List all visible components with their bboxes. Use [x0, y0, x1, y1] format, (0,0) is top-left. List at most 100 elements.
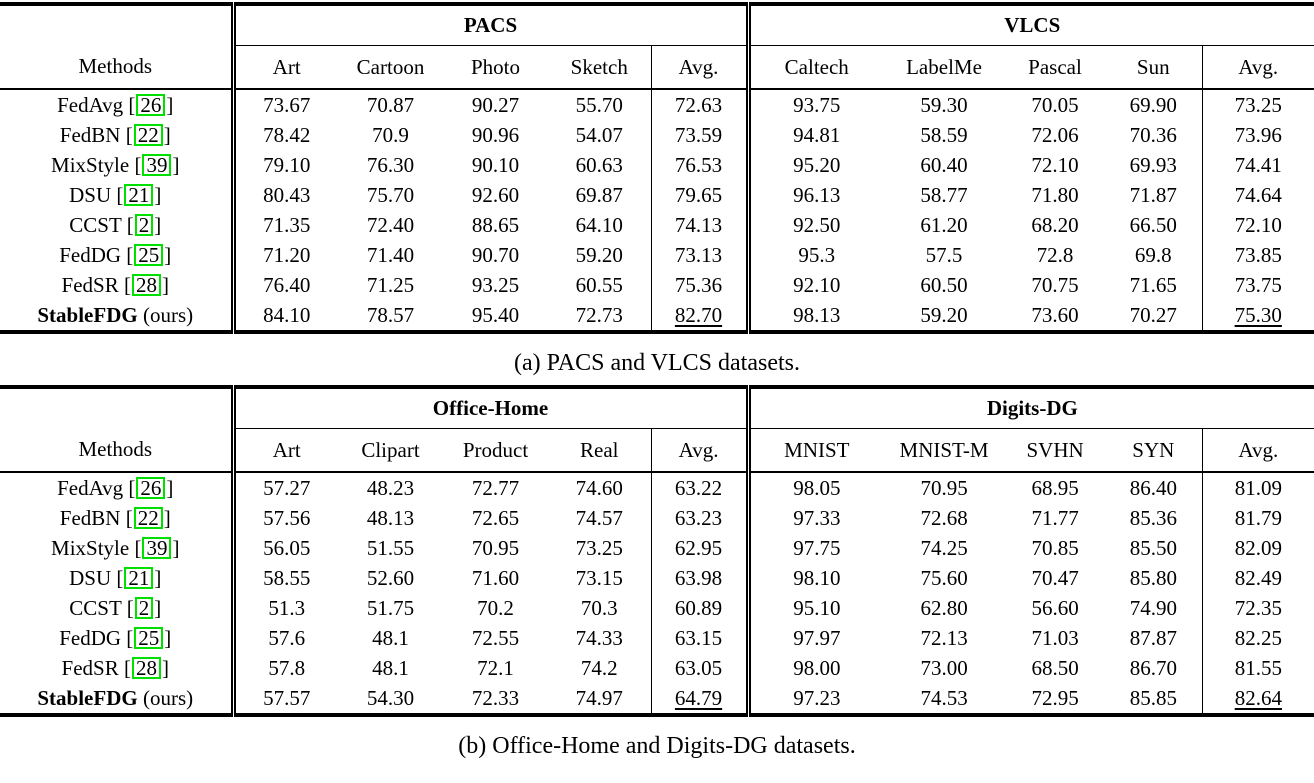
value-cell: 54.07	[575, 122, 623, 147]
citation-link[interactable]: 2	[134, 213, 154, 236]
avg-value-cell: 76.53	[650, 150, 748, 180]
value-cell: 76.40	[230, 270, 338, 300]
column-header: Real	[548, 428, 651, 473]
value-cell: 85.36	[1129, 505, 1177, 530]
value-cell: 62.80	[920, 595, 968, 620]
value-cell: 93.75	[745, 89, 883, 120]
value-cell: 54.30	[366, 685, 415, 710]
avg-value-cell: 62.95	[650, 533, 749, 563]
avg-value-cell: 74.41	[1201, 150, 1314, 180]
method-name: FedBN	[59, 122, 121, 147]
avg-value-cell: 82.64	[1201, 683, 1314, 715]
value-cell: 71.77	[1031, 505, 1079, 530]
avg-value-cell: 72.63	[650, 89, 748, 120]
table-row: FedDG [25] 71.20 71.40 90.70 59.20 73.13 95.3 5…	[0, 240, 1314, 270]
value-cell: 58.59	[920, 122, 968, 147]
method-cell: MixStyle [39]	[51, 152, 180, 177]
avg-value-cell: 63.98	[650, 563, 749, 593]
avg-value-cell: 82.49	[1201, 563, 1314, 593]
citation-link[interactable]: 26	[136, 93, 166, 116]
value-cell: 85.50	[1129, 535, 1177, 560]
dataset-group-title: Office-Home	[230, 387, 749, 429]
value-cell: 71.87	[1129, 182, 1177, 207]
avg-value-cell: 72.35	[1201, 593, 1314, 623]
value-cell: 74.2	[580, 655, 618, 680]
citation-link[interactable]: 21	[124, 566, 154, 589]
method-name: FedBN	[59, 505, 121, 530]
value-cell: 92.60	[471, 182, 520, 207]
value-cell: 71.65	[1129, 272, 1177, 297]
value-cell: 74.33	[575, 625, 623, 650]
value-cell: 92.10	[745, 270, 883, 300]
table-b-caption: (b) Office-Home and Digits-DG datasets.	[458, 733, 856, 759]
citation-link[interactable]: 26	[136, 476, 166, 499]
column-header: Sun	[1105, 45, 1202, 90]
value-cell: 85.80	[1129, 565, 1177, 590]
value-cell: 73.25	[575, 535, 623, 560]
value-cell: 56.05	[230, 533, 338, 563]
method-name: FedSR	[61, 655, 119, 680]
method-name: FedSR	[61, 272, 119, 297]
value-cell: 58.55	[230, 563, 338, 593]
value-cell: 78.57	[366, 302, 415, 327]
citation-link[interactable]: 21	[124, 183, 154, 206]
method-name: FedDG	[59, 625, 122, 650]
value-cell: 69.8	[1134, 242, 1172, 267]
citation-link[interactable]: 25	[134, 243, 164, 266]
citation-link[interactable]: 22	[133, 506, 163, 529]
value-cell: 95.40	[471, 302, 520, 327]
value-cell: 72.77	[471, 475, 520, 500]
value-cell: 92.50	[745, 210, 883, 240]
value-cell: 80.43	[230, 180, 338, 210]
method-cell: FedAvg [26]	[57, 92, 174, 117]
value-cell: 79.10	[230, 150, 338, 180]
citation-link[interactable]: 39	[142, 536, 172, 559]
avg-value-cell: 81.79	[1201, 503, 1314, 533]
method-name: MixStyle	[51, 152, 130, 177]
avg-value-cell: 64.79	[650, 683, 749, 715]
value-cell: 70.3	[580, 595, 618, 620]
value-cell: 98.05	[745, 472, 884, 503]
citation-link[interactable]: 28	[131, 656, 161, 679]
table-row: StableFDG (ours) 57.57 54.30 72.33 74.97 64.7…	[0, 683, 1314, 715]
method-name: FedAvg	[57, 92, 124, 117]
methods-header: Methods	[0, 45, 233, 90]
column-header: MNIST-M	[883, 428, 1006, 473]
value-cell: 90.27	[471, 92, 520, 117]
avg-value-cell: 75.30	[1201, 300, 1314, 332]
value-cell: 72.40	[366, 212, 415, 237]
citation-link[interactable]: 22	[133, 123, 163, 146]
value-cell: 78.42	[230, 120, 338, 150]
value-cell: 75.70	[366, 182, 415, 207]
avg-value-cell: 73.59	[650, 120, 748, 150]
table-row: MixStyle [39] 56.05 51.55 70.95 73.25 62.95 97…	[0, 533, 1314, 563]
avg-column-header: Avg.	[1201, 45, 1314, 90]
value-cell: 90.70	[471, 242, 520, 267]
column-header: Pascal	[1005, 45, 1105, 90]
citation-link[interactable]: 39	[142, 153, 172, 176]
citation-link[interactable]: 25	[134, 626, 164, 649]
citation-link[interactable]: 28	[131, 273, 161, 296]
method-cell: StableFDG (ours)	[0, 683, 233, 715]
value-cell: 59.20	[920, 302, 968, 327]
column-header: Cartoon	[338, 45, 443, 90]
value-cell: 57.27	[230, 472, 338, 503]
avg-value-cell: 63.22	[650, 472, 749, 503]
method-suffix: (ours)	[137, 302, 194, 327]
value-cell: 97.97	[745, 623, 884, 653]
citation-link[interactable]: 2	[134, 596, 154, 619]
methods-header: Methods	[0, 428, 233, 473]
column-header: LabelMe	[883, 45, 1005, 90]
value-cell: 87.87	[1129, 625, 1177, 650]
value-cell: 95.20	[745, 150, 883, 180]
value-cell: 71.40	[366, 242, 415, 267]
value-cell: 57.57	[230, 683, 338, 715]
table-row: DSU [21] 80.43 75.70 92.60 69.87 79.65 96.13 58…	[0, 180, 1314, 210]
results-table-officehome-digitsdg: Office-Home Digits-DG Methods Art Clipart Pro…	[0, 385, 1314, 717]
table-row: StableFDG (ours) 84.10 78.57 95.40 72.73 82.7…	[0, 300, 1314, 332]
value-cell: 71.20	[230, 240, 338, 270]
value-cell: 73.15	[575, 565, 623, 590]
avg-value-cell: 73.96	[1201, 120, 1314, 150]
avg-value-cell: 74.13	[650, 210, 748, 240]
value-cell: 97.75	[745, 533, 884, 563]
